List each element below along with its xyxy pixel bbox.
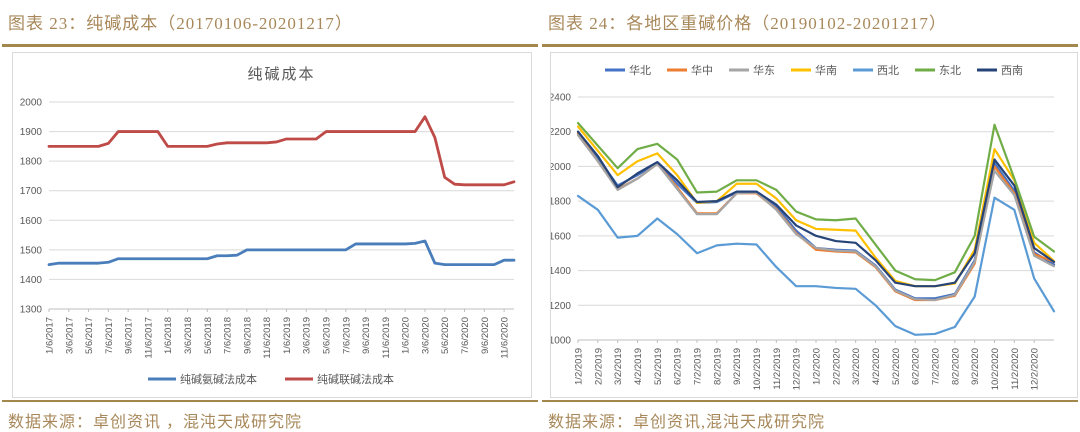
svg-text:10/2/2019: 10/2/2019	[752, 348, 763, 390]
svg-text:3/2/2020: 3/2/2020	[851, 348, 862, 385]
svg-text:2400: 2400	[551, 93, 571, 104]
svg-text:1300: 1300	[20, 305, 43, 316]
caption-rule	[2, 44, 538, 47]
svg-text:11/6/2019: 11/6/2019	[381, 317, 392, 359]
svg-text:8/2/2019: 8/2/2019	[712, 348, 723, 385]
svg-text:纯碱联碱法成本: 纯碱联碱法成本	[317, 372, 394, 386]
svg-text:11/6/2017: 11/6/2017	[143, 317, 154, 359]
svg-text:1/2/2020: 1/2/2020	[812, 348, 823, 385]
svg-text:1/6/2019: 1/6/2019	[282, 317, 293, 354]
svg-text:3/6/2018: 3/6/2018	[183, 317, 194, 354]
svg-text:1800: 1800	[551, 197, 571, 208]
svg-text:9/6/2020: 9/6/2020	[480, 317, 491, 354]
svg-text:9/2/2020: 9/2/2020	[970, 348, 981, 385]
svg-text:华东: 华东	[753, 63, 775, 77]
data-source-right: 数据来源：卓创资讯,混沌天成研究院	[548, 414, 826, 431]
svg-text:纯碱成本: 纯碱成本	[247, 66, 315, 83]
svg-text:1600: 1600	[20, 216, 43, 227]
panel-soda-ash-cost: 图表 23：纯碱成本（20170106-20201217） 1300 1400 15…	[0, 14, 540, 432]
svg-text:5/6/2019: 5/6/2019	[322, 317, 333, 354]
svg-text:2/2/2019: 2/2/2019	[593, 348, 604, 385]
svg-text:12/2/2020: 12/2/2020	[1030, 348, 1041, 390]
svg-text:1900: 1900	[20, 127, 43, 138]
svg-text:7/6/2020: 7/6/2020	[460, 317, 471, 354]
svg-text:12/2/2019: 12/2/2019	[792, 348, 803, 390]
svg-text:1600: 1600	[551, 231, 571, 242]
svg-text:7/6/2019: 7/6/2019	[341, 317, 352, 354]
svg-text:7/6/2018: 7/6/2018	[223, 317, 234, 354]
svg-text:6/2/2020: 6/2/2020	[911, 348, 922, 385]
footer-rule	[2, 400, 538, 402]
svg-text:11/2/2019: 11/2/2019	[772, 348, 783, 390]
soda-ash-cost-chart: 1300 1400 1500 1600 1700 1800 1900 2000 1/6/2017…	[20, 66, 516, 386]
svg-text:1500: 1500	[20, 245, 43, 256]
svg-text:1800: 1800	[20, 157, 43, 168]
svg-text:1/6/2018: 1/6/2018	[163, 317, 174, 354]
svg-text:11/6/2020: 11/6/2020	[500, 317, 511, 359]
svg-text:3/6/2017: 3/6/2017	[64, 317, 75, 354]
svg-text:5/6/2018: 5/6/2018	[203, 317, 214, 354]
svg-text:2000: 2000	[20, 98, 43, 109]
svg-text:9/6/2019: 9/6/2019	[361, 317, 372, 354]
svg-text:西南: 西南	[1001, 64, 1023, 77]
svg-text:8/2/2020: 8/2/2020	[950, 348, 961, 385]
svg-text:7/6/2017: 7/6/2017	[104, 317, 115, 354]
svg-text:2/2/2020: 2/2/2020	[831, 348, 842, 385]
figure-24-caption: 图表 24：各地区重碱价格（20190102-20201217）	[548, 14, 947, 33]
svg-text:6/2/2019: 6/2/2019	[673, 348, 684, 385]
svg-text:1700: 1700	[20, 186, 43, 197]
svg-text:11/6/2018: 11/6/2018	[262, 317, 273, 359]
data-source-left: 数据来源：卓创资讯 ，混沌天成研究院	[8, 414, 303, 431]
svg-text:1000: 1000	[551, 336, 571, 347]
svg-text:1400: 1400	[20, 275, 43, 286]
svg-text:9/6/2017: 9/6/2017	[124, 317, 135, 354]
svg-text:华中: 华中	[691, 63, 713, 77]
svg-text:9/6/2018: 9/6/2018	[242, 317, 253, 354]
svg-text:华北: 华北	[629, 63, 651, 77]
svg-text:3/2/2019: 3/2/2019	[613, 348, 624, 385]
svg-text:华南: 华南	[815, 63, 837, 77]
svg-text:7/2/2019: 7/2/2019	[693, 348, 704, 385]
svg-text:1400: 1400	[551, 266, 571, 277]
svg-text:1/6/2017: 1/6/2017	[45, 317, 56, 354]
svg-text:5/6/2017: 5/6/2017	[84, 317, 95, 354]
svg-text:9/2/2019: 9/2/2019	[732, 348, 743, 385]
svg-text:7/2/2020: 7/2/2020	[931, 348, 942, 385]
svg-text:5/6/2020: 5/6/2020	[440, 317, 451, 354]
svg-text:3/6/2019: 3/6/2019	[302, 317, 313, 354]
soda-ash-cost-chart-frame: 1300 1400 1500 1600 1700 1800 1900 2000 1/6/2017…	[12, 52, 532, 398]
regional-heavy-soda-price-chart: 1000 1200 1400 1600 1800 2000 2200 2400 1/2/2019…	[551, 63, 1056, 390]
panel-regional-heavy-soda-price: 图表 24：各地区重碱价格（20190102-20201217） 1000 120…	[540, 0, 1080, 432]
svg-text:2000: 2000	[551, 162, 571, 173]
svg-text:1/6/2020: 1/6/2020	[401, 317, 412, 354]
left-footer: 数据来源：卓创资讯 ，混沌天成研究院	[0, 400, 540, 432]
svg-text:5/2/2020: 5/2/2020	[891, 348, 902, 385]
svg-text:5/2/2019: 5/2/2019	[653, 348, 664, 385]
svg-text:10/2/2020: 10/2/2020	[990, 348, 1001, 390]
svg-text:11/2/2020: 11/2/2020	[1010, 348, 1021, 390]
regional-price-chart-frame: 1000 1200 1400 1600 1800 2000 2200 2400 1/2/2019…	[550, 52, 1078, 398]
svg-text:4/2/2019: 4/2/2019	[633, 348, 644, 385]
svg-text:西北: 西北	[877, 64, 899, 77]
svg-text:1200: 1200	[551, 301, 571, 312]
svg-text:3/6/2020: 3/6/2020	[420, 317, 431, 354]
figure-23-caption: 图表 23：纯碱成本（20170106-20201217）	[8, 14, 353, 33]
right-footer: 数据来源：卓创资讯,混沌天成研究院	[540, 400, 1080, 432]
svg-text:4/2/2020: 4/2/2020	[871, 348, 882, 385]
caption-rule	[542, 44, 1078, 47]
footer-rule	[542, 400, 1078, 402]
svg-text:1/2/2019: 1/2/2019	[574, 348, 585, 385]
svg-text:纯碱氨碱法成本: 纯碱氨碱法成本	[180, 372, 257, 386]
svg-text:2200: 2200	[551, 127, 571, 138]
svg-text:东北: 东北	[939, 64, 961, 77]
